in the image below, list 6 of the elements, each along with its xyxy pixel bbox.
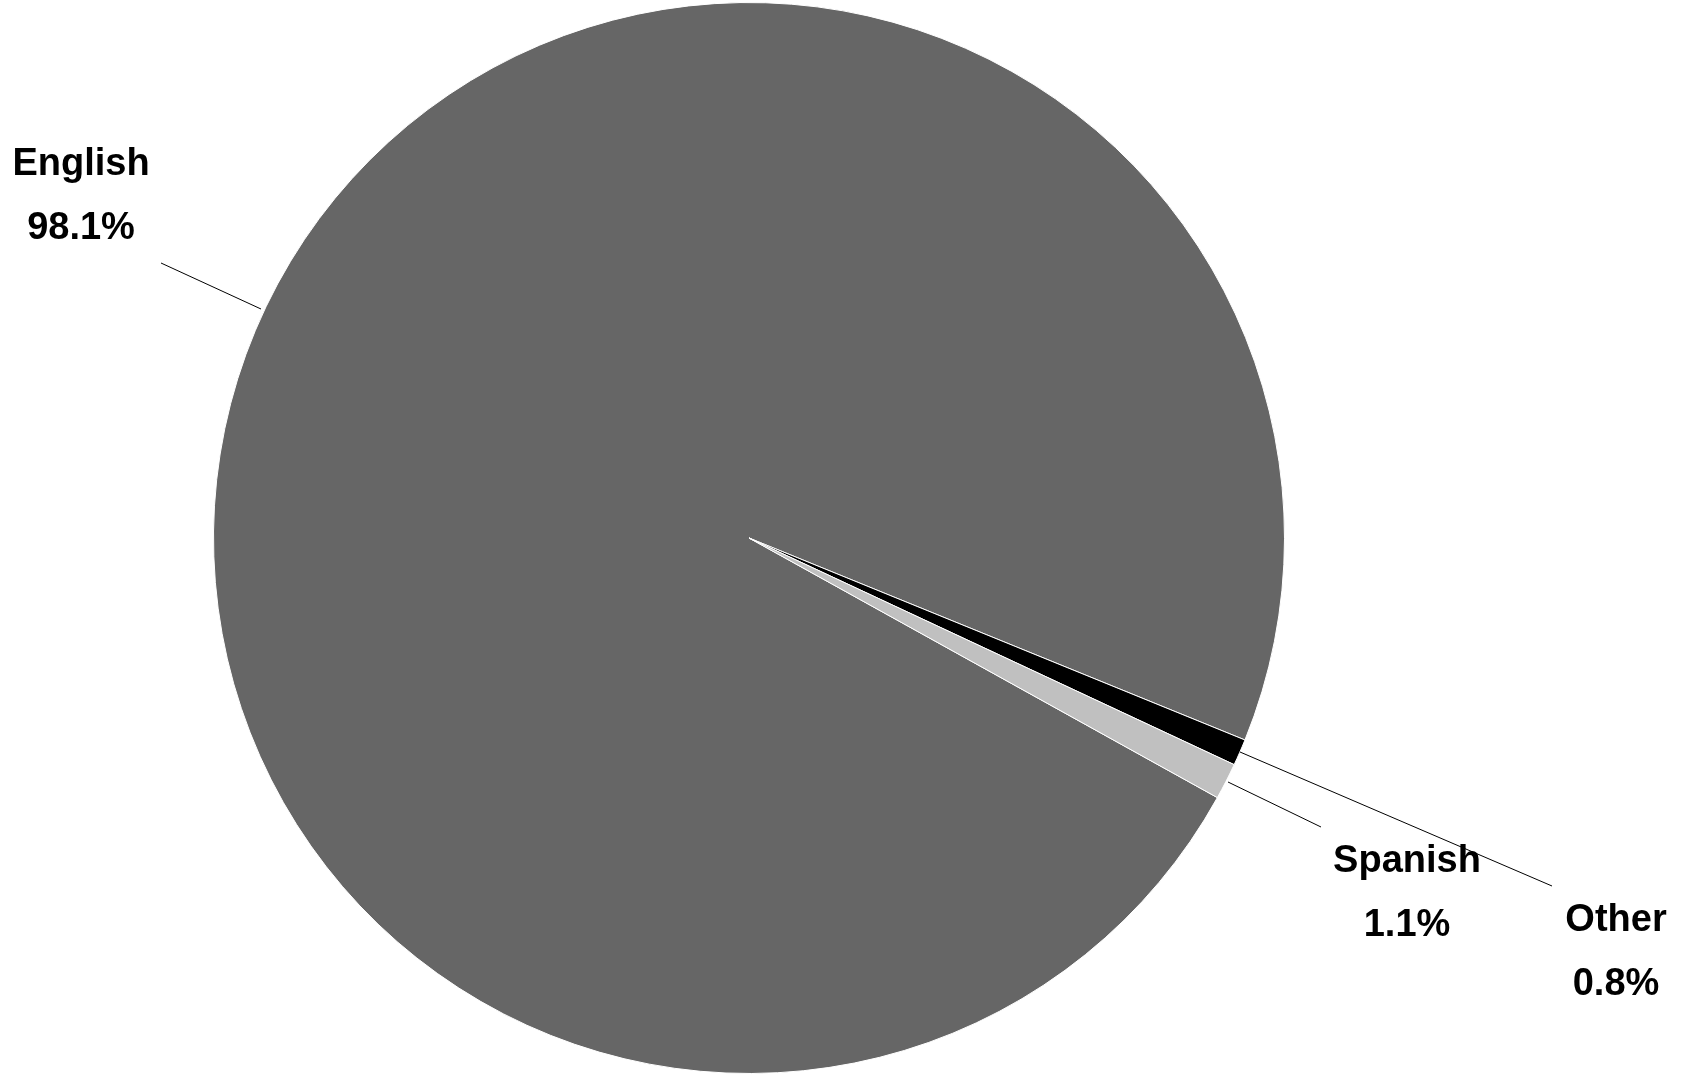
- slice-label: Spanish: [1333, 838, 1481, 881]
- data-label: 98.1%: [27, 205, 135, 248]
- slice-label: English: [12, 141, 150, 184]
- data-label: 0.8%: [1572, 961, 1660, 1004]
- slice-label: Other: [1565, 897, 1667, 940]
- data-label: 1.1%: [1363, 902, 1451, 945]
